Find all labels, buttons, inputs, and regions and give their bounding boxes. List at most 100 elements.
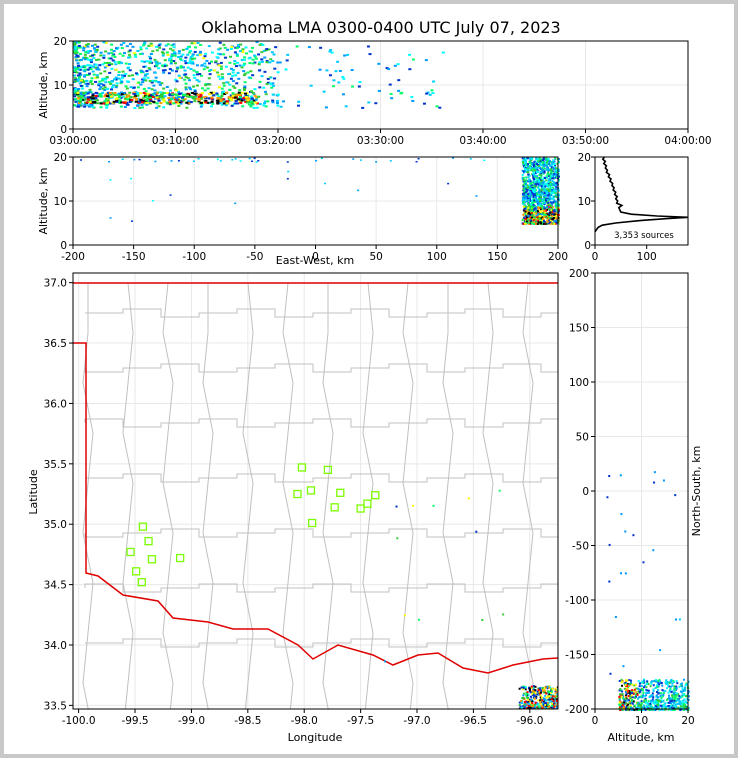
- source-cell: [555, 207, 558, 210]
- source-cell: [78, 82, 82, 85]
- source-cell: [549, 211, 552, 214]
- source-cell: [547, 703, 550, 706]
- source-cell: [629, 693, 632, 696]
- source-cell: [685, 708, 688, 711]
- source-cell: [128, 101, 132, 104]
- source-cell: [555, 706, 558, 709]
- source-cell: [229, 77, 233, 80]
- source-cell: [621, 684, 624, 687]
- source-cell: [552, 217, 555, 220]
- source-cell: [656, 706, 659, 709]
- source-cell: [186, 92, 190, 95]
- source-cell: [96, 76, 100, 79]
- source-cell: [525, 692, 528, 695]
- source-cell: [525, 179, 528, 182]
- x-tick-label: 0: [592, 251, 599, 263]
- source-cell: [128, 49, 132, 52]
- lma-station: [138, 522, 148, 531]
- source-cell: [533, 697, 536, 700]
- source-cell: [541, 198, 544, 201]
- source-cell: [540, 172, 543, 175]
- source-cell: [554, 170, 557, 173]
- source-cell: [637, 690, 640, 693]
- source-cell: [271, 82, 275, 85]
- source-cell: [86, 104, 90, 107]
- source-cell: [546, 173, 549, 176]
- source-cell: [179, 55, 183, 58]
- source-cell: [82, 49, 86, 52]
- source-cell: [537, 219, 540, 222]
- source-cell: [86, 98, 90, 101]
- source-cell: [624, 708, 627, 711]
- source-cell: [670, 699, 673, 702]
- source-cell: [187, 100, 191, 103]
- source-cell: [550, 186, 553, 189]
- source-cell: [547, 194, 550, 197]
- source-cell: [205, 59, 209, 62]
- source-cell: [125, 80, 129, 83]
- source-cell: [257, 159, 260, 162]
- source-cell: [266, 81, 270, 84]
- source-cell: [524, 185, 527, 188]
- source-cell: [79, 79, 83, 82]
- source-cell: [161, 54, 165, 57]
- x-tick-label: 03:00:00: [49, 135, 96, 147]
- source-cell: [91, 94, 95, 97]
- source-cell: [224, 104, 228, 107]
- source-cell: [529, 187, 532, 190]
- source-cell: [184, 73, 188, 76]
- source-cell: [142, 99, 146, 102]
- source-cell: [541, 160, 544, 163]
- source-cell: [99, 54, 103, 57]
- source-cell: [163, 69, 167, 72]
- source-cell: [678, 685, 681, 688]
- x-tick-label: 0: [592, 715, 599, 727]
- source-cell: [74, 49, 78, 52]
- source-cell: [521, 176, 524, 179]
- source-cell: [553, 222, 556, 225]
- source-cell: [154, 76, 158, 79]
- source-cell: [660, 697, 663, 700]
- source-cell: [212, 94, 216, 97]
- source-cell: [117, 93, 121, 96]
- source-cell: [642, 704, 645, 707]
- source-cell: [536, 218, 539, 221]
- source-cell: [119, 43, 123, 46]
- source-cell: [93, 48, 97, 51]
- source-cell: [529, 211, 532, 214]
- source-cell: [113, 92, 117, 95]
- source-cell: [537, 191, 540, 194]
- source-cell: [557, 178, 560, 181]
- source-cell: [548, 177, 551, 180]
- source-cell: [240, 99, 244, 102]
- source-cell: [173, 52, 177, 55]
- source-cell: [253, 61, 257, 64]
- source-cell: [234, 99, 238, 102]
- source-cell: [547, 707, 550, 709]
- source-cell: [545, 179, 548, 182]
- source-cell: [83, 56, 87, 59]
- source-cell: [544, 686, 547, 689]
- source-cell: [84, 82, 88, 85]
- source-cell: [107, 52, 111, 55]
- source-cell: [540, 213, 543, 216]
- source-cell: [522, 216, 525, 219]
- source-cell: [554, 210, 557, 213]
- source-cell: [547, 201, 550, 204]
- source-cell: [183, 98, 187, 101]
- source-cell: [271, 99, 275, 102]
- source-cell: [531, 699, 534, 702]
- source-cell: [93, 43, 97, 46]
- source-cell: [544, 199, 547, 202]
- source-cell: [526, 197, 529, 200]
- source-cell: [538, 197, 541, 200]
- source-cell: [161, 64, 165, 67]
- source-cell: [106, 101, 110, 104]
- source-cell: [174, 78, 178, 81]
- source-cell: [543, 199, 546, 202]
- source-cell: [531, 214, 534, 217]
- source-cell: [200, 97, 204, 100]
- source-cell: [540, 174, 543, 177]
- source-cell: [531, 689, 534, 692]
- source-cell: [636, 693, 639, 696]
